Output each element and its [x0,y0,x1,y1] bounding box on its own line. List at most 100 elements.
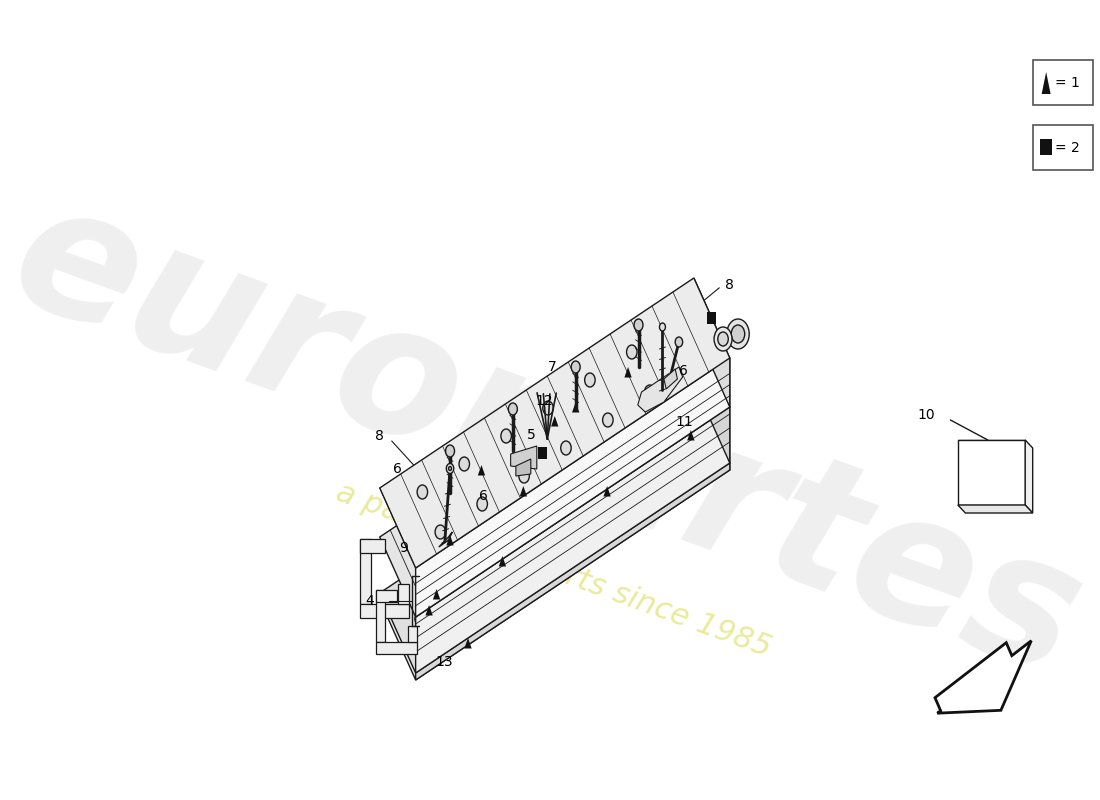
Circle shape [449,604,470,632]
Circle shape [612,389,617,397]
Text: 9: 9 [399,541,408,555]
Polygon shape [398,584,409,604]
Polygon shape [361,539,371,604]
Circle shape [446,445,454,457]
Bar [538,446,548,458]
Circle shape [645,385,654,399]
Circle shape [515,508,536,536]
Circle shape [540,530,548,540]
Text: 6: 6 [480,489,488,503]
Text: 12: 12 [536,394,553,408]
Polygon shape [439,532,452,547]
Polygon shape [447,535,453,546]
Circle shape [403,529,408,537]
Circle shape [683,400,693,414]
Circle shape [532,548,553,576]
Polygon shape [551,416,559,426]
Circle shape [454,494,461,502]
Circle shape [459,457,470,471]
Polygon shape [694,278,729,407]
Circle shape [693,419,700,427]
Circle shape [675,337,683,347]
Circle shape [668,448,672,454]
Circle shape [718,332,728,346]
Polygon shape [694,383,729,470]
Polygon shape [477,465,485,475]
Circle shape [588,489,594,497]
Circle shape [667,446,673,456]
Circle shape [598,452,619,480]
Circle shape [571,361,580,373]
Circle shape [697,425,705,435]
Circle shape [507,459,513,467]
Circle shape [626,476,630,482]
Polygon shape [361,604,409,618]
Circle shape [660,323,666,331]
Circle shape [584,504,588,510]
Circle shape [459,588,463,594]
Polygon shape [498,556,506,566]
FancyBboxPatch shape [1033,60,1092,105]
FancyBboxPatch shape [1033,125,1092,170]
Polygon shape [510,446,537,469]
Text: 4: 4 [365,594,374,608]
Polygon shape [361,539,385,553]
Bar [538,446,548,458]
Circle shape [500,560,505,566]
Polygon shape [433,589,440,599]
Circle shape [627,345,637,359]
Polygon shape [379,390,729,680]
Circle shape [714,327,732,351]
Circle shape [582,502,590,512]
Polygon shape [935,641,1032,713]
Circle shape [667,410,678,425]
Circle shape [415,614,422,624]
Polygon shape [376,590,397,602]
Circle shape [700,427,704,433]
Polygon shape [516,459,531,476]
Circle shape [641,454,647,462]
Circle shape [727,319,749,349]
Polygon shape [688,430,694,441]
Circle shape [603,413,613,427]
Circle shape [500,429,512,443]
Polygon shape [408,626,417,642]
Circle shape [434,569,448,587]
Polygon shape [376,590,385,642]
Text: europartes: europartes [0,166,1100,714]
Polygon shape [464,638,472,649]
Circle shape [685,403,691,411]
Circle shape [664,354,670,362]
Text: 6: 6 [393,462,402,476]
Text: 5: 5 [527,428,536,442]
Circle shape [653,424,660,432]
Polygon shape [379,278,729,568]
Text: 7: 7 [548,360,557,374]
Circle shape [616,492,637,520]
Polygon shape [426,605,432,615]
Circle shape [634,319,643,331]
Circle shape [585,373,595,387]
Text: 8: 8 [375,429,384,443]
Polygon shape [519,486,527,497]
Circle shape [732,325,745,343]
Circle shape [559,424,565,432]
Polygon shape [958,505,1033,513]
Circle shape [542,401,553,415]
Circle shape [536,524,542,532]
Circle shape [625,474,631,484]
Circle shape [452,609,465,627]
Circle shape [430,564,451,592]
Text: a passion for parts since 1985: a passion for parts since 1985 [332,478,776,662]
Polygon shape [376,642,417,654]
Polygon shape [604,486,611,497]
Polygon shape [1042,72,1050,94]
Circle shape [498,558,506,568]
Circle shape [536,553,550,571]
Circle shape [456,586,464,596]
Polygon shape [958,440,1025,505]
Polygon shape [416,463,729,680]
Text: 11: 11 [675,415,694,429]
Circle shape [518,513,531,531]
Polygon shape [379,383,729,673]
